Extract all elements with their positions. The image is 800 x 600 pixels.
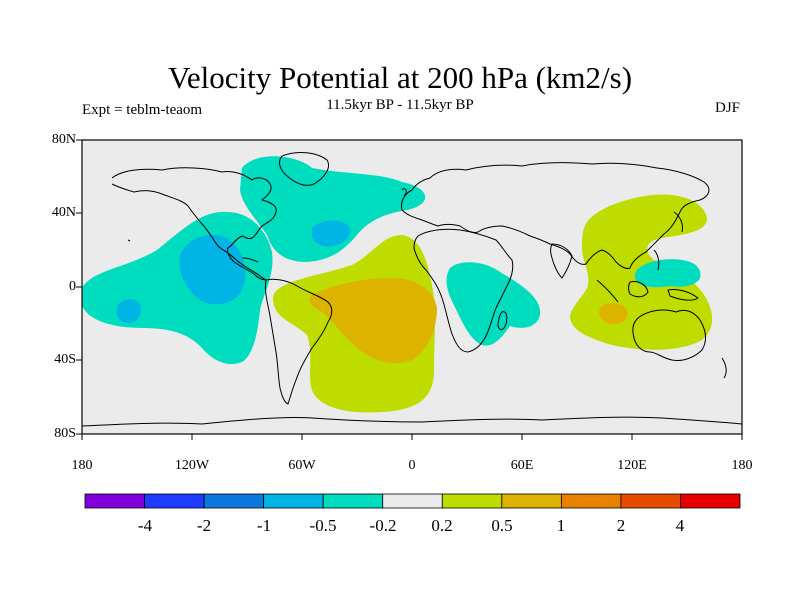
colorbar-segment (322, 493, 384, 509)
colorbar-label: -4 (137, 516, 153, 535)
south-pacific-core (116, 299, 142, 324)
colorbar-segment (680, 493, 741, 509)
colorbar-segment (203, 493, 265, 509)
x-tick-label: 120W (174, 458, 210, 473)
y-tick-label: 40N (51, 205, 76, 220)
colorbar-segment (144, 493, 205, 509)
axis-ticks (76, 139, 743, 440)
coast-antarctica (81, 416, 743, 427)
coast-caribbean (241, 257, 259, 263)
experiment-label: Expt = teblm-teaom (82, 102, 203, 118)
colorbar-segment (263, 493, 324, 509)
coast-new-zealand (721, 357, 727, 379)
coast-africa (413, 228, 514, 353)
x-tick-label: 180 (731, 458, 753, 473)
colorbar (84, 493, 741, 509)
y-tick-label: 80N (51, 132, 76, 147)
colorbar-label: -0.2 (369, 516, 397, 535)
colorbar-segment (441, 493, 503, 509)
colorbar-segment (560, 493, 622, 509)
coastlines (81, 152, 743, 427)
coast-hawaii (127, 239, 131, 242)
x-tick-label: 0 (408, 458, 416, 473)
coast-north-america (111, 167, 277, 281)
coast-borneo (628, 281, 649, 298)
map-title: Velocity Potential at 200 hPa (km2/s) (167, 60, 633, 95)
x-tick-label: 60W (288, 458, 316, 473)
colorbar-label: 4 (675, 516, 685, 535)
colorbar-segment (501, 493, 562, 509)
coast-uk (401, 188, 407, 197)
map-svg (76, 139, 743, 440)
map-subtitle: 11.5kyr BP - 11.5kyr BP (326, 97, 474, 113)
colorbar-label: -0.5 (309, 516, 337, 535)
east-pacific-core (179, 234, 246, 305)
colorbar-label: -1 (256, 516, 272, 535)
coast-new-guinea (667, 289, 699, 301)
y-tick-label: 0 (69, 279, 76, 294)
colorbar-label: 1 (556, 516, 566, 535)
coast-south-america (265, 278, 333, 405)
colorbar-segment (620, 493, 681, 509)
coast-madagascar (497, 311, 508, 331)
coast-sumatra (596, 279, 619, 303)
x-tick-label: 120E (617, 458, 647, 473)
season-label: DJF (714, 100, 740, 116)
colorbar-segment (382, 493, 443, 509)
coast-philippines (653, 249, 660, 271)
coast-japan (673, 211, 683, 233)
south-america-africa-core (309, 278, 437, 364)
x-tick-label: 180 (71, 458, 93, 473)
y-tick-label: 40S (54, 352, 76, 367)
north-atlantic-core (311, 220, 351, 247)
y-tick-label: 80S (54, 426, 76, 441)
colorbar-label: 0.2 (431, 516, 453, 535)
north-atlantic-negative (240, 156, 426, 262)
indonesia-core (599, 302, 628, 325)
coast-australia (632, 309, 707, 361)
coast-india (550, 243, 573, 279)
east-africa-negative (446, 262, 541, 346)
colorbar-label: 2 (616, 516, 626, 535)
west-pacific-negative (634, 259, 701, 288)
colorbar-label: 0.5 (491, 516, 513, 535)
coast-greenland (279, 152, 329, 186)
x-tick-label: 60E (510, 458, 534, 473)
colorbar-label: -2 (196, 516, 212, 535)
anomaly-fields (82, 156, 713, 413)
coast-eurasia (401, 162, 710, 269)
colorbar-segment (84, 493, 145, 509)
map-panel (76, 139, 743, 440)
colorbar-svg (84, 493, 741, 509)
